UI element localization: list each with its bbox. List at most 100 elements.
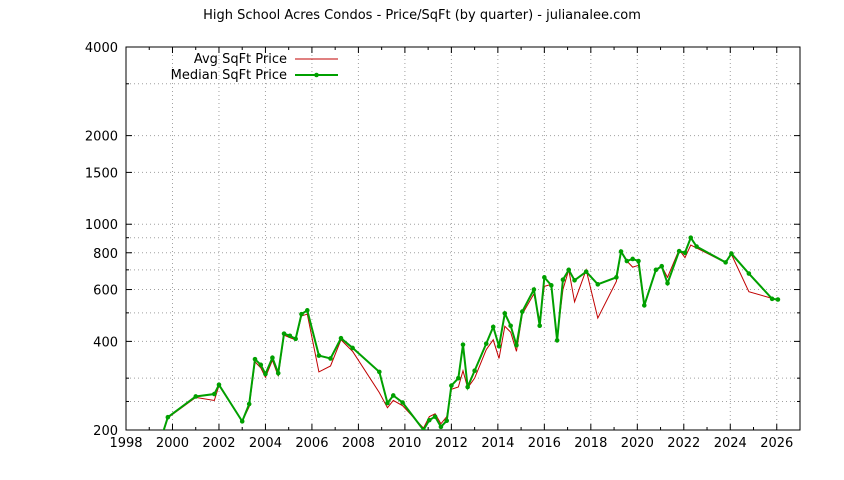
data-point-median — [614, 275, 619, 280]
data-point-median — [618, 249, 624, 254]
y-tick-label: 600 — [93, 284, 118, 299]
y-tick-label: 200 — [93, 424, 118, 439]
data-point-median — [165, 414, 171, 420]
data-point-median — [641, 303, 647, 308]
x-tick-label: 2010 — [388, 436, 421, 451]
data-point-median — [275, 370, 281, 376]
data-point-median — [427, 417, 432, 423]
chart-title: High School Acres Condos - Price/SqFt (b… — [203, 8, 641, 23]
x-tick-label: 2004 — [249, 436, 282, 451]
data-point-median — [502, 311, 508, 316]
data-point-median — [444, 418, 450, 424]
x-tick-label: 1998 — [109, 436, 142, 451]
data-point-median — [583, 269, 589, 274]
data-point-median — [531, 287, 537, 292]
x-tick-label: 2018 — [574, 436, 607, 451]
y-tick-label: 800 — [93, 247, 118, 262]
y-tick-label: 2000 — [85, 130, 118, 145]
legend-marker-median — [314, 72, 319, 78]
data-point-median — [490, 324, 496, 330]
y-tick-label: 1000 — [85, 218, 118, 233]
data-point-median — [263, 371, 268, 377]
data-point-median — [636, 258, 641, 264]
x-tick-label: 2014 — [481, 436, 514, 451]
data-point-median — [456, 375, 461, 381]
data-point-median — [246, 401, 252, 407]
x-tick-label: 2026 — [760, 436, 793, 451]
x-tick-label: 2016 — [528, 436, 561, 451]
data-point-median — [338, 335, 344, 341]
x-tick-label: 2020 — [621, 436, 654, 451]
data-point-median — [316, 353, 322, 358]
data-point-median — [299, 311, 304, 317]
data-point-median — [659, 263, 665, 269]
data-point-median — [239, 419, 245, 424]
legend: Avg SqFt Price Median SqFt Price — [171, 52, 338, 83]
data-point-median — [688, 235, 694, 241]
data-point-median — [472, 368, 477, 374]
series-group — [162, 235, 781, 430]
data-point-median — [775, 297, 781, 302]
series-line-avg — [163, 244, 779, 430]
data-point-median — [676, 248, 682, 254]
data-point-median — [350, 345, 355, 351]
plot-area — [162, 235, 781, 430]
legend-label-median: Median SqFt Price — [171, 68, 287, 83]
y-tick-label: 4000 — [85, 41, 118, 56]
gridlines — [126, 47, 800, 430]
x-tick-label: 2008 — [342, 436, 375, 451]
data-point-median — [554, 338, 560, 343]
data-point-median — [193, 394, 199, 399]
data-point-median — [519, 309, 525, 314]
x-axis-ticks: 1998 2000 2002 2004 2006 2008 2010 2012 2014 2016… — [109, 47, 801, 451]
data-point-median — [400, 400, 405, 405]
data-point-median — [385, 400, 390, 406]
data-point-median — [508, 323, 513, 329]
data-point-median — [465, 384, 470, 390]
data-point-median — [212, 391, 217, 397]
data-point-median — [421, 427, 426, 430]
data-point-median — [595, 282, 601, 287]
data-point-median — [653, 267, 659, 273]
y-axis-ticks: 200 400 600 800 1000 1500 2000 4000 — [85, 41, 800, 439]
data-point-median — [682, 250, 688, 256]
data-point-median — [514, 342, 519, 348]
data-point-median — [281, 331, 287, 336]
data-point-median — [449, 383, 454, 388]
data-point-median — [496, 343, 502, 349]
x-tick-label: 2012 — [435, 436, 468, 451]
data-point-median — [723, 260, 728, 265]
y-tick-label: 400 — [93, 335, 118, 350]
data-point-median — [304, 308, 310, 313]
data-point-median — [665, 281, 670, 286]
data-point-median — [377, 369, 382, 375]
legend-label-avg: Avg SqFt Price — [194, 52, 287, 67]
data-point-median — [328, 356, 333, 361]
data-point-median — [432, 414, 438, 419]
data-point-median — [460, 342, 466, 347]
x-tick-label: 2000 — [156, 436, 189, 451]
data-point-median — [542, 275, 547, 280]
data-point-median — [746, 271, 752, 276]
data-point-median — [729, 251, 734, 256]
data-point-median — [258, 362, 264, 368]
plot-border — [125, 46, 801, 431]
x-tick-label: 2022 — [667, 436, 700, 451]
data-point-median — [438, 424, 444, 430]
data-point-median — [694, 244, 699, 249]
data-point-median — [216, 382, 222, 388]
axes — [125, 46, 801, 431]
data-point-median — [560, 277, 566, 283]
data-point-median — [549, 283, 554, 288]
x-tick-label: 2006 — [295, 436, 328, 451]
x-tick-label: 2024 — [714, 436, 747, 451]
x-tick-label: 2002 — [202, 436, 235, 451]
data-point-median — [630, 256, 635, 262]
series-line-median — [162, 235, 779, 430]
data-point-median — [769, 296, 775, 302]
data-point-median — [624, 258, 630, 264]
data-point-median — [566, 267, 572, 273]
data-point-median — [270, 355, 275, 361]
data-point-median — [252, 356, 258, 362]
